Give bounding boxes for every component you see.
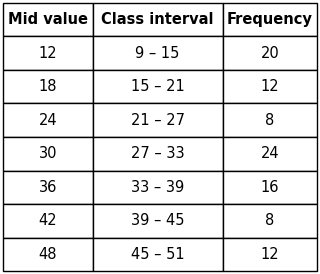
Bar (223, 104, 317, 137)
Bar (3, 3, 92, 36)
Bar (223, 137, 317, 170)
Text: 45 – 51: 45 – 51 (131, 247, 184, 262)
Bar (92, 36, 223, 70)
Text: 12: 12 (260, 247, 279, 262)
Bar (3, 170, 92, 204)
Text: 12: 12 (39, 45, 57, 61)
Bar (3, 238, 92, 271)
Bar (223, 36, 317, 70)
Text: Frequency: Frequency (227, 12, 313, 27)
Bar (92, 70, 223, 103)
Text: 21 – 27: 21 – 27 (131, 113, 185, 128)
Text: 33 – 39: 33 – 39 (131, 180, 184, 195)
Text: 20: 20 (260, 45, 279, 61)
Bar (3, 204, 92, 238)
Text: 27 – 33: 27 – 33 (131, 146, 184, 161)
Text: 9 – 15: 9 – 15 (135, 45, 180, 61)
Text: 15 – 21: 15 – 21 (131, 79, 185, 94)
Text: 16: 16 (260, 180, 279, 195)
Bar (3, 70, 92, 103)
Bar (223, 204, 317, 238)
Text: 24: 24 (260, 146, 279, 161)
Text: 8: 8 (265, 213, 274, 229)
Bar (3, 104, 92, 137)
Bar (223, 3, 317, 36)
Text: 39 – 45: 39 – 45 (131, 213, 184, 229)
Bar (92, 238, 223, 271)
Text: Class interval: Class interval (101, 12, 214, 27)
Bar (92, 137, 223, 170)
Bar (3, 137, 92, 170)
Text: Mid value: Mid value (8, 12, 88, 27)
Text: 24: 24 (39, 113, 57, 128)
Bar (92, 204, 223, 238)
Text: 42: 42 (39, 213, 57, 229)
Text: 36: 36 (39, 180, 57, 195)
Bar (92, 170, 223, 204)
Text: 48: 48 (39, 247, 57, 262)
Text: 18: 18 (39, 79, 57, 94)
Bar (92, 3, 223, 36)
Text: 30: 30 (39, 146, 57, 161)
Bar (223, 238, 317, 271)
Bar (3, 36, 92, 70)
Bar (92, 104, 223, 137)
Bar (223, 170, 317, 204)
Text: 8: 8 (265, 113, 274, 128)
Bar (223, 70, 317, 103)
Text: 12: 12 (260, 79, 279, 94)
